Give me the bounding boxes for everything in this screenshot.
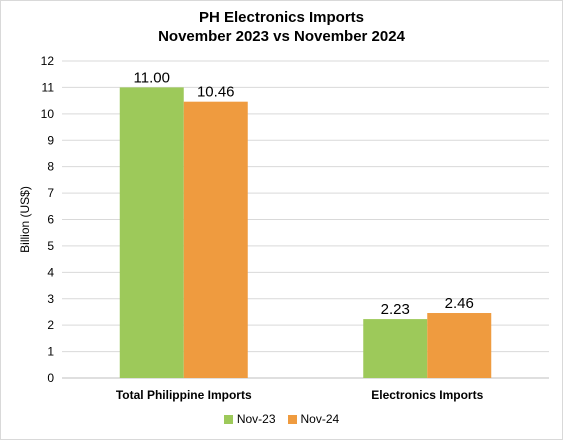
y-axis-label: Billion (US$) — [18, 186, 32, 253]
y-tick-label: 3 — [47, 292, 54, 306]
chart-title-line-2: November 2023 vs November 2024 — [158, 28, 405, 45]
y-tick-label: 11 — [42, 80, 55, 94]
y-tick-label: 12 — [41, 54, 55, 68]
y-tick-label: 8 — [47, 160, 54, 174]
y-tick-label: 0 — [47, 371, 54, 385]
chart-title-line-1: PH Electronics Imports — [198, 9, 365, 26]
y-tick-label: 5 — [47, 239, 54, 253]
legend-label-nov-23: Nov-23 — [236, 412, 276, 426]
legend-item-nov-23: Nov-23 — [223, 412, 276, 426]
bar-nov-23-electronics — [363, 319, 428, 378]
legend-label-nov-24: Nov-24 — [300, 412, 340, 426]
y-tick-label: 2 — [47, 318, 54, 332]
legend-swatch-nov-24 — [287, 414, 297, 424]
y-tick-label: 10 — [41, 107, 55, 121]
legend-swatch-nov-23 — [223, 414, 233, 424]
y-tick-label: 6 — [47, 213, 54, 227]
data-label: 2.46 — [445, 295, 474, 312]
y-tick-label: 1 — [47, 345, 54, 359]
bar-nov-24-total — [183, 101, 248, 378]
data-label: 11.00 — [134, 69, 170, 86]
x-category-label: Total Philippine Imports — [116, 388, 252, 402]
y-tick-label: 4 — [47, 265, 54, 279]
data-label: 2.23 — [381, 301, 410, 318]
data-label: 10.46 — [197, 84, 235, 101]
legend: Nov-23 Nov-24 — [0, 412, 563, 426]
y-tick-label: 7 — [47, 186, 54, 200]
y-tick-label: 9 — [47, 133, 54, 147]
chart-title: PH Electronics Imports November 2023 vs … — [0, 8, 563, 46]
bar-nov-24-electronics — [427, 313, 492, 378]
bar-nov-23-total — [119, 87, 184, 379]
legend-item-nov-24: Nov-24 — [287, 412, 340, 426]
x-category-label: Electronics Imports — [371, 388, 483, 402]
